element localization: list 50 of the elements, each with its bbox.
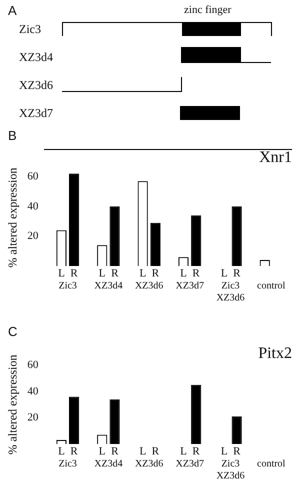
category-label: XZ3d7 [19,106,53,120]
text: L [98,445,106,458]
series-label: L [58,267,66,280]
text: L [180,445,187,458]
text: C [8,324,18,340]
category-label: XZ3d4 [19,50,53,64]
category-label: XZ3d6 [19,78,53,92]
y-tick-label: 20 [27,230,39,242]
y-tick-label: 40 [27,200,39,212]
text: zinc finger [184,3,232,17]
x-tick-label: Zic3 [58,458,77,470]
x-tick-label: control [257,458,286,470]
text: L [220,267,228,280]
y-tick-label: 60 [27,170,39,183]
x-tick-label: XZ3d6 [134,458,164,470]
x-tick-label: control [257,280,286,292]
text: L [220,445,228,458]
series-label: R [70,445,78,458]
text: R [192,267,200,280]
y-axis-title: % altered expression [5,168,20,268]
text: R [152,267,160,280]
x-tick-label: XZ3d7 [176,280,204,292]
x-tick-label: XZ3d6 [134,280,164,292]
text: L [180,267,187,280]
y-tick-label: 60 [27,359,39,372]
text: R [233,445,240,458]
text: B [8,128,17,144]
text: R [192,445,200,458]
text: R [233,267,240,280]
x-tick-label: XZ3d4 [94,280,123,292]
series-label: R [70,267,78,280]
text: R [111,267,118,280]
text: R [152,445,160,458]
x-tick-label: XZ3d4 [94,458,123,470]
x-tick-label: XZ3d7 [176,458,204,470]
y-tick-label: 20 [27,412,39,424]
text: L [139,267,146,280]
y-axis-title: % altered expression [5,354,20,455]
text: L [98,267,106,280]
series-label: L [58,445,66,458]
chart-title: Pitx2 [258,344,292,362]
x-tick-label: Zic3 [58,280,77,292]
chart-title: Xnr1 [259,148,292,166]
x-tick-label: Zic3 XZ3d6 [216,280,245,304]
y-tick-label: 40 [27,385,39,398]
category-label: Zic3 [19,22,41,36]
text: R [111,445,118,458]
text: A [8,3,17,18]
text: L [139,445,146,458]
x-tick-label: Zic3 XZ3d6 [216,458,245,482]
